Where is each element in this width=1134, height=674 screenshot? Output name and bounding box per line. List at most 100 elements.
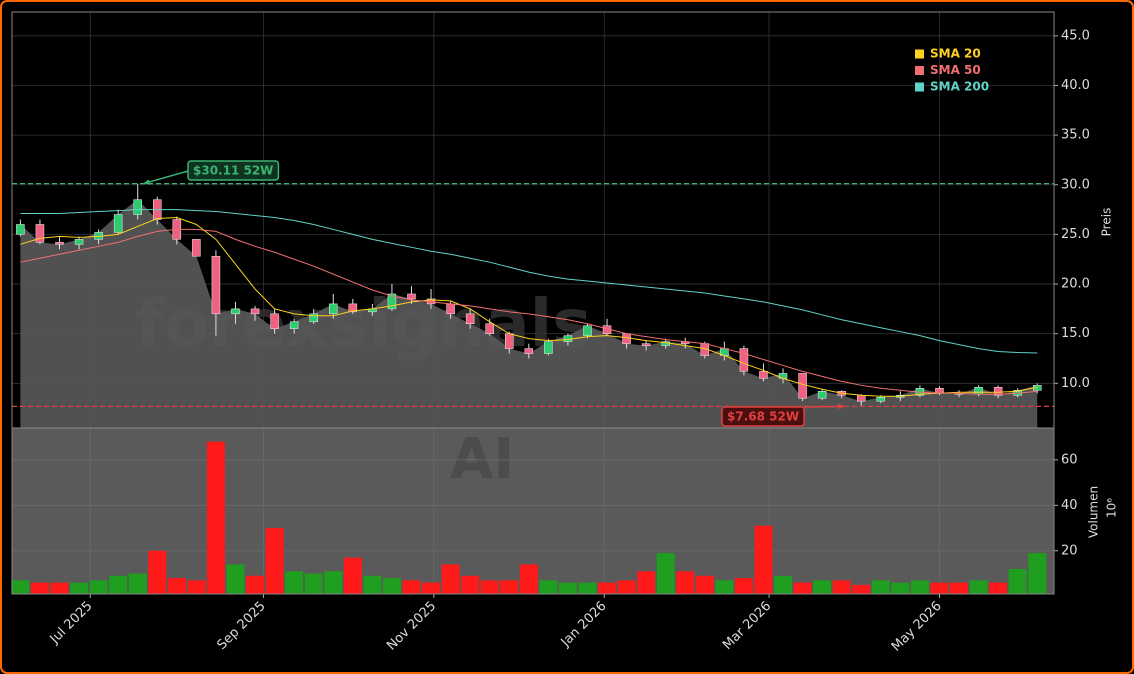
volume-bar	[128, 573, 147, 594]
volume-axis-label: Volumen	[1087, 486, 1101, 538]
volume-bar	[519, 564, 538, 594]
y-axis-label: Preis	[1100, 208, 1114, 237]
volume-bar	[676, 571, 695, 594]
candle-body	[759, 371, 768, 379]
volume-bar	[50, 582, 69, 594]
volume-bar	[832, 580, 851, 594]
candle-body	[817, 391, 827, 399]
volume-bar	[558, 582, 577, 594]
volume-bar	[891, 582, 910, 594]
candle-body	[250, 308, 260, 315]
annotation-label: $7.68 52W	[727, 410, 799, 424]
volume-bar	[754, 525, 773, 594]
volume-bar	[70, 582, 89, 594]
volume-bar	[1028, 553, 1047, 594]
candle-body	[387, 293, 397, 310]
volume-bar	[852, 584, 871, 594]
volume-bar	[539, 580, 558, 594]
volume-spine	[11, 427, 1055, 595]
candle-body	[622, 333, 631, 344]
candle-body	[798, 373, 807, 399]
volume-bar	[871, 580, 890, 594]
volume-bar	[324, 571, 343, 594]
volume-bar	[304, 573, 323, 594]
candle-body	[133, 199, 142, 215]
candle-body	[35, 224, 45, 243]
volume-bar	[598, 582, 617, 594]
volume-bar	[1008, 568, 1027, 594]
volume-bar	[774, 575, 793, 594]
annotation-arrow	[143, 170, 189, 185]
legend-swatch	[915, 49, 924, 59]
volume-bar	[500, 580, 519, 594]
legend-swatch	[915, 66, 924, 75]
volume-bar	[637, 571, 656, 594]
annotation-box	[187, 160, 280, 181]
candle-body	[583, 325, 592, 336]
volume-bar	[89, 580, 108, 594]
volume-bar	[30, 582, 49, 594]
y-tick-label: 15.0	[1061, 326, 1090, 341]
volume-bar	[226, 564, 245, 594]
y-tick-label: 40.0	[1061, 78, 1090, 93]
candle-body	[465, 313, 475, 325]
volume-bar	[285, 571, 304, 594]
sma-line	[20, 228, 1038, 395]
volume-bar	[813, 580, 832, 594]
volume-bar	[695, 575, 714, 594]
candle-body	[935, 388, 944, 394]
volume-bar	[246, 575, 265, 594]
volume-bar	[715, 580, 734, 594]
volume-bar	[910, 580, 929, 594]
y-tick-label: 60	[1061, 452, 1078, 467]
candle-body	[231, 308, 240, 315]
y-tick-label: 20	[1061, 543, 1078, 558]
sma-line	[20, 209, 1038, 354]
candle-body	[211, 255, 221, 315]
candle-body	[113, 214, 123, 233]
volume-bar	[343, 557, 362, 594]
y-tick-label: 10.0	[1061, 376, 1090, 391]
annotation-label: $30.11 52W	[193, 164, 273, 178]
legend-label: SMA 50	[930, 63, 981, 77]
candle-body	[348, 303, 358, 313]
candle-body	[739, 348, 749, 372]
candle-body	[329, 303, 338, 315]
candle-body	[289, 321, 299, 329]
candle-body	[563, 335, 573, 342]
candle-body	[485, 323, 494, 334]
legend-label: SMA 200	[930, 80, 989, 94]
y-tick-label: 40	[1061, 498, 1078, 513]
y-tick-label: 20.0	[1061, 277, 1090, 292]
candle-body	[974, 387, 983, 395]
y-tick-label: 25.0	[1061, 227, 1090, 242]
volume-scale-label: 10⁶	[1105, 498, 1119, 518]
volume-bar	[11, 580, 30, 594]
candle-body	[544, 341, 553, 354]
candle-body	[309, 313, 318, 323]
volume-bar	[793, 582, 812, 594]
volume-bar	[109, 575, 128, 594]
candle-body	[407, 293, 416, 300]
y-tick-label: 35.0	[1061, 128, 1090, 143]
volume-bar	[656, 553, 675, 594]
volume-bar	[461, 575, 480, 594]
volume-bar	[734, 578, 753, 594]
candle-body	[446, 303, 455, 315]
volume-bar	[148, 550, 167, 594]
volume-bar	[422, 582, 441, 594]
annotation-arrowhead	[837, 403, 845, 410]
volume-bar	[480, 580, 499, 594]
candle-body	[192, 239, 201, 257]
volume-bar	[950, 582, 969, 594]
candle-body	[55, 242, 64, 245]
sma-line	[20, 217, 1038, 397]
volume-bar	[930, 582, 949, 594]
candle-body	[993, 387, 1003, 396]
volume-bar	[969, 580, 988, 594]
candle-body	[524, 348, 534, 354]
candle-body	[876, 396, 886, 402]
candle-body	[16, 224, 25, 235]
